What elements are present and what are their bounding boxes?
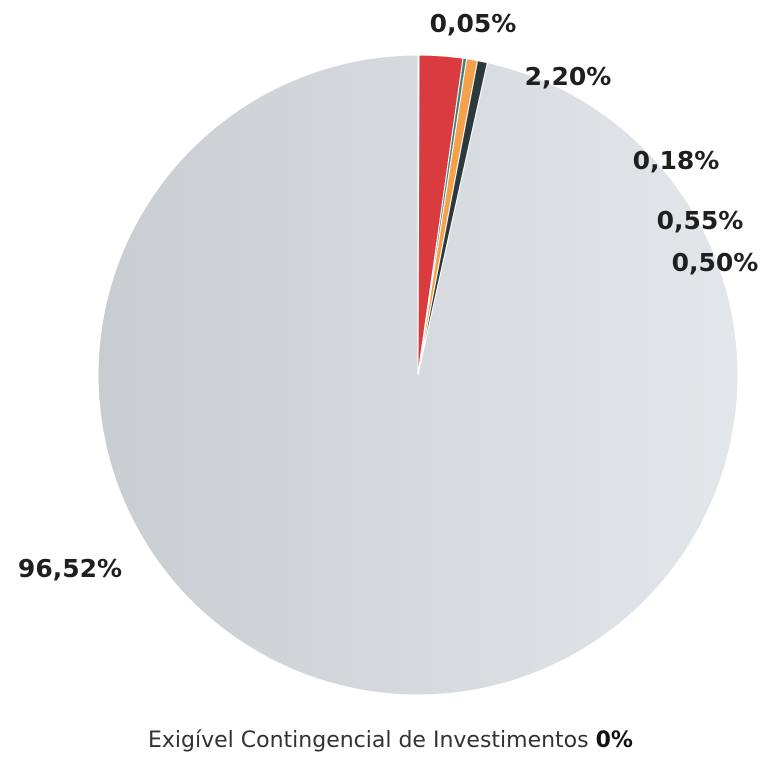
caption-text: Exigível Contingencial de Investimentos [148,728,589,753]
data-label: 2,20% [525,62,612,91]
data-label: 0,18% [633,146,720,175]
data-label: 0,55% [657,206,744,235]
caption-value: 0% [595,728,633,753]
data-label: 96,52% [18,554,122,583]
caption: Exigível Contingencial de Investimentos … [0,728,781,753]
chart: 0,05% 2,20% 0,18% 0,55% 0,50% 96,52% [18,9,759,696]
data-label: 0,05% [430,9,517,38]
data-label: 0,50% [672,248,759,277]
pie-slice [97,54,739,696]
